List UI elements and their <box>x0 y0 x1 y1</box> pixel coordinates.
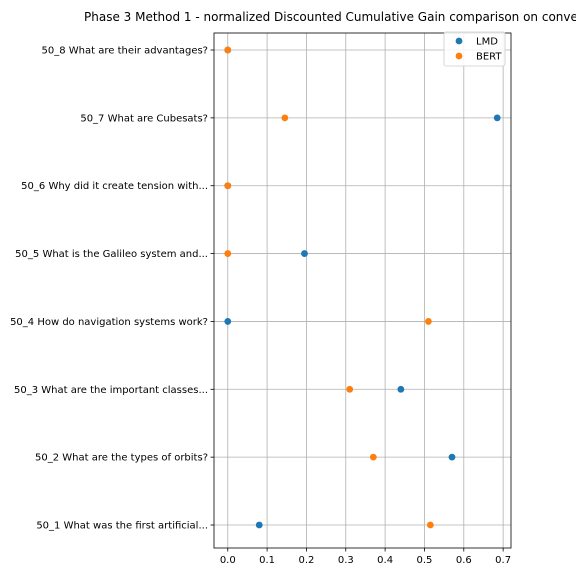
x-tick-label: 0.7 <box>495 555 511 566</box>
chart-title: Phase 3 Method 1 - normalized Discounted… <box>84 10 576 24</box>
legend-label-lmd: LMD <box>476 37 498 48</box>
point-lmd <box>301 250 308 257</box>
point-lmd <box>224 318 232 325</box>
point-bert <box>224 250 232 257</box>
x-axis: 0.0 0.1 0.2 0.3 0.4 0.5 0.6 0.7 <box>220 548 511 566</box>
y-tick-label: 50_2 What are the types of orbits? <box>35 453 208 464</box>
legend-marker-bert <box>455 52 463 60</box>
y-axis: 50_1 What was the first artificial... 50_… <box>10 46 214 532</box>
y-tick-label: 50_8 What are their advantages? <box>42 46 208 57</box>
x-tick-label: 0.2 <box>298 555 314 566</box>
point-lmd <box>255 521 263 529</box>
y-tick-label: 50_7 What are Cubesats? <box>80 113 208 124</box>
point-lmd <box>493 114 501 122</box>
plot-frame <box>213 32 512 549</box>
data-points <box>224 46 501 529</box>
point-bert <box>424 318 432 325</box>
y-tick-label: 50_1 What was the first artificial... <box>36 521 208 532</box>
point-bert <box>224 46 232 54</box>
y-tick-label: 50_6 Why did it create tension with... <box>21 181 208 192</box>
point-lmd <box>397 385 405 393</box>
y-tick-label: 50_4 How do navigation systems work? <box>10 317 208 328</box>
x-tick-label: 0.1 <box>259 555 275 566</box>
point-bert <box>281 114 289 122</box>
point-lmd <box>448 453 456 461</box>
y-tick-label: 50_5 What is the Galileo system and... <box>15 249 208 260</box>
point-bert <box>346 385 354 393</box>
x-tick-label: 0.4 <box>377 555 393 566</box>
legend-marker-lmd <box>455 37 463 45</box>
point-bert <box>224 182 232 190</box>
legend: LMD BERT <box>443 31 506 67</box>
point-bert <box>369 453 377 461</box>
point-bert <box>426 521 434 529</box>
y-tick-label: 50_3 What are the important classes... <box>14 385 208 396</box>
x-tick-label: 0.6 <box>456 555 472 566</box>
grid <box>214 33 511 548</box>
legend-label-bert: BERT <box>476 52 502 63</box>
x-tick-label: 0.5 <box>417 555 433 566</box>
x-tick-label: 0.0 <box>220 555 236 566</box>
x-tick-label: 0.3 <box>338 555 354 566</box>
